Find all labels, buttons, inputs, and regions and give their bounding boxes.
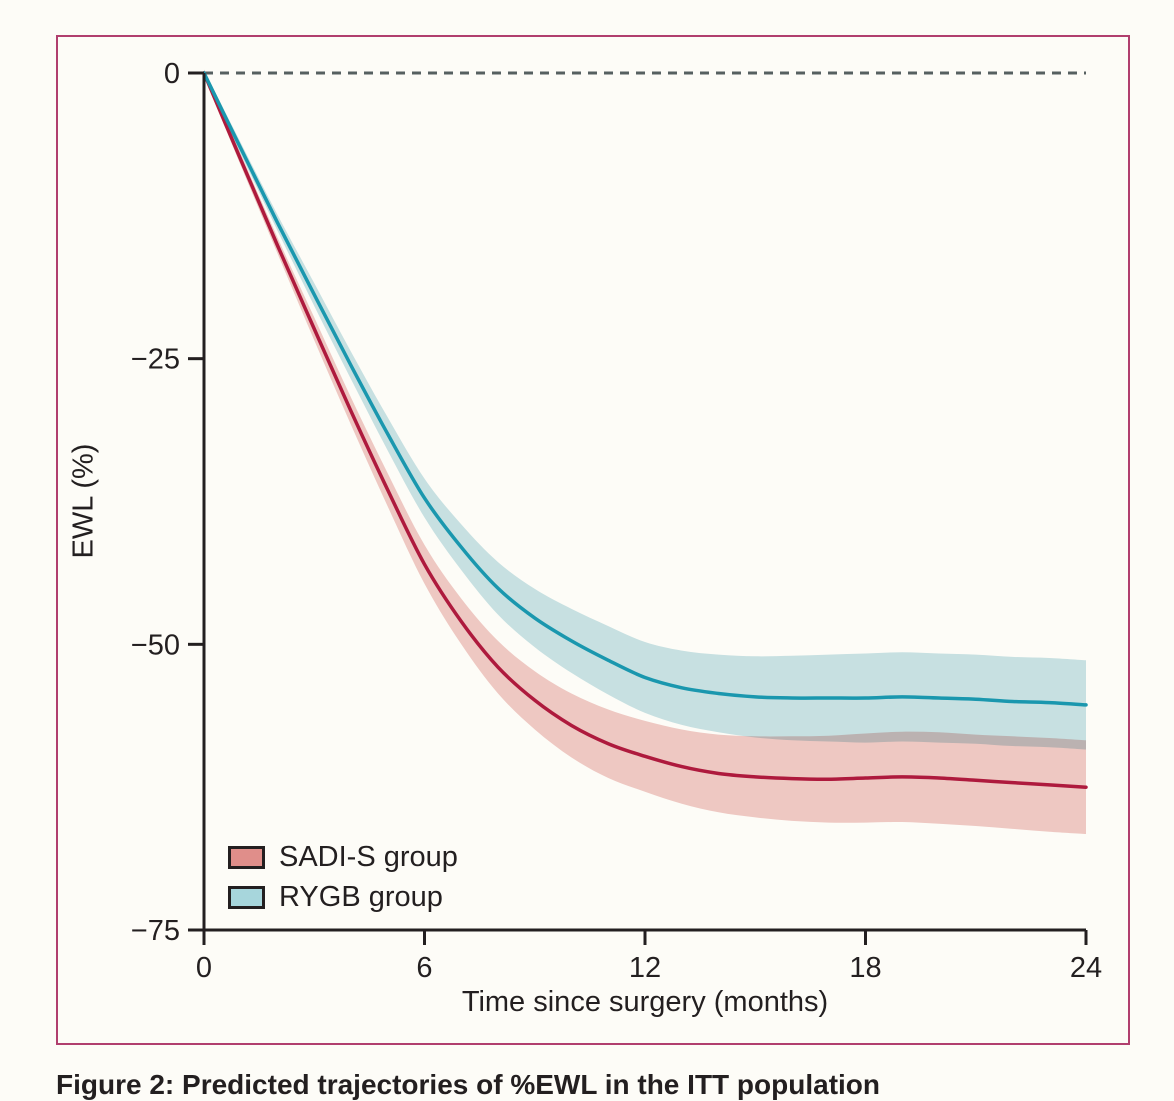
legend-item-sadis: SADI-S group [228,837,458,877]
sadis-mean-line [202,71,1088,789]
y-tick-label: −50 [131,629,180,661]
rygb-swatch [228,885,265,909]
y-tick-label: 0 [164,58,180,90]
x-tick-label: 6 [416,952,432,984]
x-tick-label: 24 [1070,952,1102,984]
y-tick-label: −25 [131,344,180,376]
y-axis-title: EWL (%) [67,443,100,559]
x-tick-label: 18 [849,952,881,984]
legend-label-sadis: SADI-S group [279,840,458,873]
figure-caption: Figure 2: Predicted trajectories of %EWL… [56,1069,881,1100]
sadis-confidence-band [204,69,1086,835]
legend-item-rygb: RYGB group [228,877,458,917]
sadis-swatch [228,845,265,869]
x-axis-title: Time since surgery (months) [461,986,829,1018]
figure-border-frame [56,35,1130,1045]
x-tick-label: 12 [629,952,661,984]
legend: SADI-S group RYGB group [228,837,458,917]
x-tick-label: 0 [196,952,212,984]
rygb-mean-line [202,71,1088,707]
rygb-confidence-band [204,69,1086,750]
y-tick-label: −75 [131,915,180,947]
legend-label-rygb: RYGB group [279,880,443,913]
